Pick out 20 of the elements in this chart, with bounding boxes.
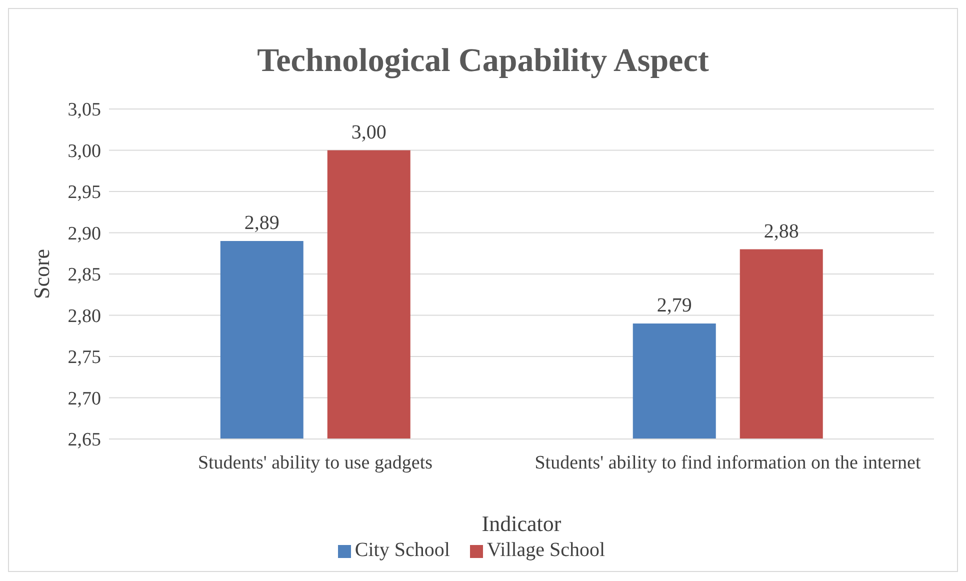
- legend-label: City School: [354, 539, 450, 561]
- y-tick-label: 2,90: [68, 223, 101, 244]
- x-tick-label: Students' ability to use gadgets: [198, 452, 433, 474]
- legend-label: Village School: [486, 539, 606, 561]
- data-label: 3,00: [351, 121, 386, 144]
- chart-title: Technological Capability Aspect: [256, 43, 710, 80]
- data-label: 2,79: [656, 294, 692, 316]
- x-axis-title: Indicator: [482, 511, 562, 536]
- y-tick-label: 2,75: [68, 347, 101, 368]
- data-label: 2,88: [764, 220, 799, 242]
- y-tick-label: 2,70: [68, 388, 101, 410]
- y-tick-label: 3,00: [68, 140, 101, 162]
- y-tick-label: 2,85: [68, 264, 101, 286]
- data-label: 2,89: [244, 212, 280, 234]
- x-tick-label: Students' ability to find information on the internet: [534, 452, 922, 474]
- y-tick-label: 2,80: [68, 306, 101, 327]
- y-tick-label: 2,95: [68, 182, 101, 204]
- y-tick-label: 2,65: [68, 430, 101, 451]
- y-tick-label: 3,05: [68, 100, 101, 121]
- y-axis-title: Score: [28, 248, 54, 300]
